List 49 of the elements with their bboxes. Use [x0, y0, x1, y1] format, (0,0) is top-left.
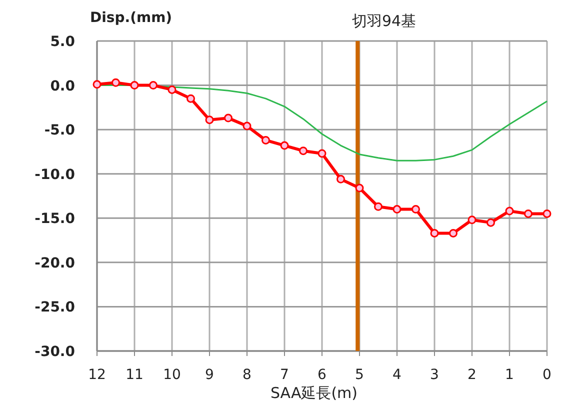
y-tick-label: -20.0 [34, 255, 76, 272]
y-tick-label: -10.0 [34, 166, 76, 183]
point [505, 206, 514, 216]
point [374, 202, 382, 211]
point [224, 114, 232, 122]
point [412, 205, 420, 214]
y-tick-label: -15.0 [34, 211, 76, 228]
y-tick-label: 0.0 [50, 78, 76, 94]
x-tick-label: 6 [318, 367, 327, 383]
point [242, 122, 252, 130]
y-axis-title: Disp.(mm) [90, 10, 172, 26]
point [355, 184, 364, 192]
x-tick-label: 8 [242, 367, 252, 383]
x-tick-label: 2 [468, 367, 476, 383]
point [112, 78, 120, 87]
point [449, 228, 458, 238]
x-tick-label: 12 [88, 367, 106, 383]
x-tick-label: 11 [126, 367, 144, 383]
point [280, 141, 289, 150]
y-tick-label: 5.0 [50, 34, 76, 50]
point [168, 85, 176, 94]
chart-title: 切羽94基 [352, 12, 416, 30]
x-tick-label: 7 [280, 367, 289, 383]
x-tick-label: 0 [542, 367, 552, 383]
y-tick-label: -25.0 [34, 300, 76, 316]
x-tick-label: 9 [205, 367, 214, 383]
point [542, 209, 552, 218]
x-tick-label: 10 [163, 367, 181, 383]
point [205, 116, 214, 124]
point [392, 205, 402, 214]
point [430, 228, 439, 238]
x-tick-label: 4 [392, 367, 402, 383]
point [336, 174, 345, 184]
point [524, 209, 532, 218]
point [468, 216, 476, 224]
point [149, 81, 158, 90]
x-axis-title: SAA延長(m) [270, 384, 358, 402]
point [186, 94, 195, 103]
point [318, 149, 326, 158]
point [92, 80, 102, 89]
y-tick-label: -30.0 [34, 344, 76, 360]
point [130, 81, 139, 90]
x-tick-label: 5 [355, 367, 364, 383]
point [299, 146, 308, 156]
x-tick-label: 3 [430, 367, 439, 383]
point [486, 218, 495, 227]
point [262, 136, 270, 144]
y-tick-label: -5.0 [44, 122, 76, 139]
x-tick-label: 1 [505, 367, 514, 383]
